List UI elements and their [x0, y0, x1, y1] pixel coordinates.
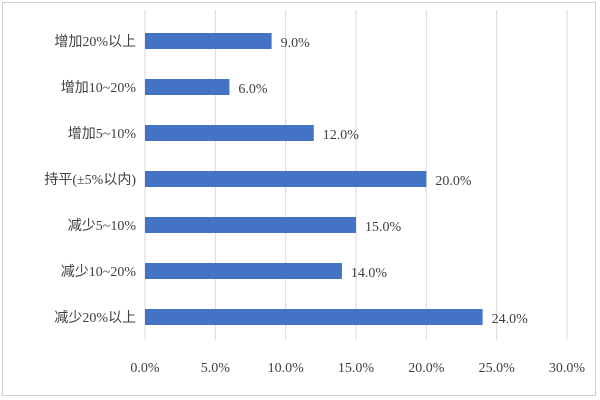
- data-label: 24.0%: [492, 312, 528, 327]
- bar: [145, 33, 272, 49]
- bar: [145, 309, 483, 325]
- data-label: 14.0%: [351, 266, 388, 281]
- y-category-label: 增加5~10%: [68, 126, 137, 142]
- data-label: 15.0%: [365, 220, 402, 235]
- x-tick-label: 0.0%: [130, 361, 160, 376]
- y-category-label: 减少20%以上: [54, 310, 136, 326]
- y-category-label: 增加20%以上: [54, 34, 136, 50]
- x-tick-label: 20.0%: [408, 361, 445, 376]
- bar: [145, 125, 314, 141]
- x-tick-label: 15.0%: [338, 361, 375, 376]
- x-tick-label: 5.0%: [201, 361, 231, 376]
- bar: [145, 263, 342, 279]
- data-label: 9.0%: [281, 36, 311, 51]
- y-category-label: 减少10~20%: [61, 264, 137, 280]
- chart-frame: [2, 2, 596, 396]
- bar: [145, 171, 427, 187]
- y-category-label: 持平(±5%以内): [44, 172, 136, 188]
- x-tick-label: 25.0%: [479, 361, 516, 376]
- bar: [145, 79, 230, 95]
- data-label: 12.0%: [323, 128, 360, 143]
- x-tick-label: 30.0%: [549, 361, 586, 376]
- y-category-label: 增加10~20%: [61, 80, 137, 96]
- bar: [145, 217, 356, 233]
- y-category-label: 减少5~10%: [68, 218, 137, 234]
- data-label: 20.0%: [435, 174, 472, 189]
- data-label: 6.0%: [238, 82, 268, 97]
- x-tick-label: 10.0%: [268, 361, 305, 376]
